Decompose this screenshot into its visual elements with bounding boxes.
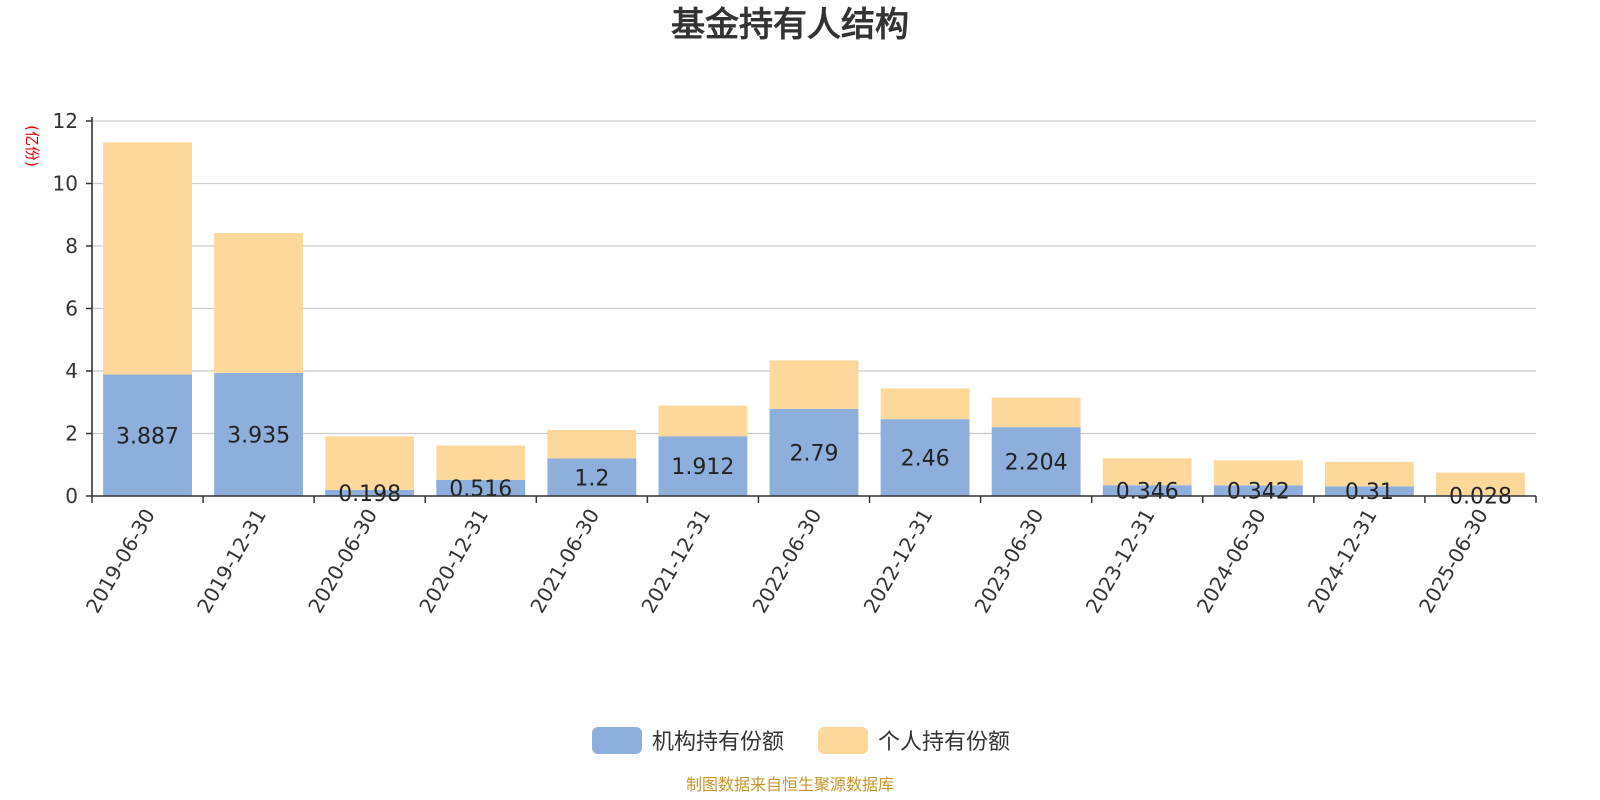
legend: 机构持有份额 个人持有份额	[592, 727, 1010, 755]
bar-individual	[325, 436, 415, 490]
bar-individual	[991, 397, 1081, 428]
bar-individual	[880, 388, 970, 420]
data-label: 0.028	[1449, 485, 1512, 510]
bar-institutional	[991, 427, 1081, 496]
bar-individual	[658, 405, 748, 437]
bar-individual	[103, 142, 192, 375]
y-tick-label: 0	[65, 484, 78, 508]
y-tick-label: 4	[65, 359, 78, 383]
data-label: 0.198	[338, 482, 401, 507]
y-tick-label: 6	[65, 297, 78, 321]
x-tick-label: 2024-06-30	[1192, 505, 1271, 618]
bar-institutional	[547, 458, 637, 496]
x-tick-label: 2024-12-31	[1303, 505, 1382, 618]
bar-individual	[214, 233, 304, 374]
source-note: 制图数据来自恒生聚源数据库	[686, 775, 894, 794]
data-label: 1.912	[671, 455, 734, 480]
x-tick-label: 2023-06-30	[970, 505, 1049, 618]
data-label: 0.346	[1116, 480, 1179, 505]
bar-individual	[769, 360, 859, 409]
bar-individual	[1102, 458, 1192, 486]
data-label: 0.516	[449, 477, 512, 502]
data-label: 0.342	[1227, 480, 1290, 505]
x-tick-label: 2019-12-31	[192, 505, 271, 618]
x-tick-label: 2023-12-31	[1081, 505, 1160, 618]
bar-institutional	[103, 374, 192, 496]
bar-individual	[1436, 472, 1525, 496]
y-tick-label: 2	[65, 422, 78, 446]
grid-lines	[92, 120, 1536, 435]
legend-swatch	[592, 727, 642, 754]
bars	[103, 142, 1525, 496]
bar-institutional	[1213, 485, 1303, 496]
x-tick-label: 2021-12-31	[636, 505, 715, 618]
x-tick-label: 2021-06-30	[525, 505, 604, 618]
data-label: 2.204	[1005, 451, 1068, 476]
legend-label: 个人持有份额	[878, 730, 1010, 755]
x-tick-label: 2020-12-31	[414, 505, 493, 618]
legend-swatch	[818, 727, 868, 754]
x-tick-label: 2020-06-30	[303, 505, 382, 618]
data-labels: 3.887 3.935 0.198 0.516 1.2 1.912 2.79 2.46 2.20…	[116, 424, 1512, 510]
bar-individual	[436, 445, 526, 480]
legend-label: 机构持有份额	[652, 730, 784, 755]
x-tick-label: 2019-06-30	[81, 505, 160, 618]
y-tick-label: 10	[53, 172, 78, 196]
x-tick-label: 2022-06-30	[747, 505, 826, 618]
bar-institutional	[880, 419, 970, 496]
chart-title: 基金持有人结构	[671, 5, 909, 45]
data-label: 3.935	[227, 424, 290, 449]
x-tick-label: 2022-12-31	[859, 505, 938, 618]
y-tick-label: 8	[65, 234, 78, 258]
data-label: 2.79	[790, 441, 839, 466]
data-label: 0.31	[1345, 480, 1394, 505]
data-label: 2.46	[901, 447, 950, 472]
bar-individual	[1213, 460, 1303, 486]
y-axis-unit: (亿份)	[23, 125, 41, 167]
bar-institutional	[214, 373, 304, 496]
y-tick-label: 12	[53, 109, 78, 133]
bar-institutional	[325, 489, 415, 496]
bar-institutional	[1102, 485, 1192, 496]
bar-institutional	[769, 408, 859, 496]
y-axis-ticks: 0 2 4 6 8 10 12	[53, 109, 93, 508]
bar-individual	[547, 430, 637, 459]
x-tick-label: 2025-06-30	[1414, 505, 1493, 618]
bar-individual	[1324, 461, 1414, 487]
bar-institutional	[1324, 486, 1414, 496]
data-label: 3.887	[116, 424, 179, 449]
bar-institutional	[658, 436, 748, 496]
data-label: 1.2	[574, 466, 609, 491]
bar-institutional	[436, 479, 526, 496]
x-axis-ticks: 2019-06-30 2019-12-31 2020-06-30 2020-12-31…	[81, 496, 1537, 618]
